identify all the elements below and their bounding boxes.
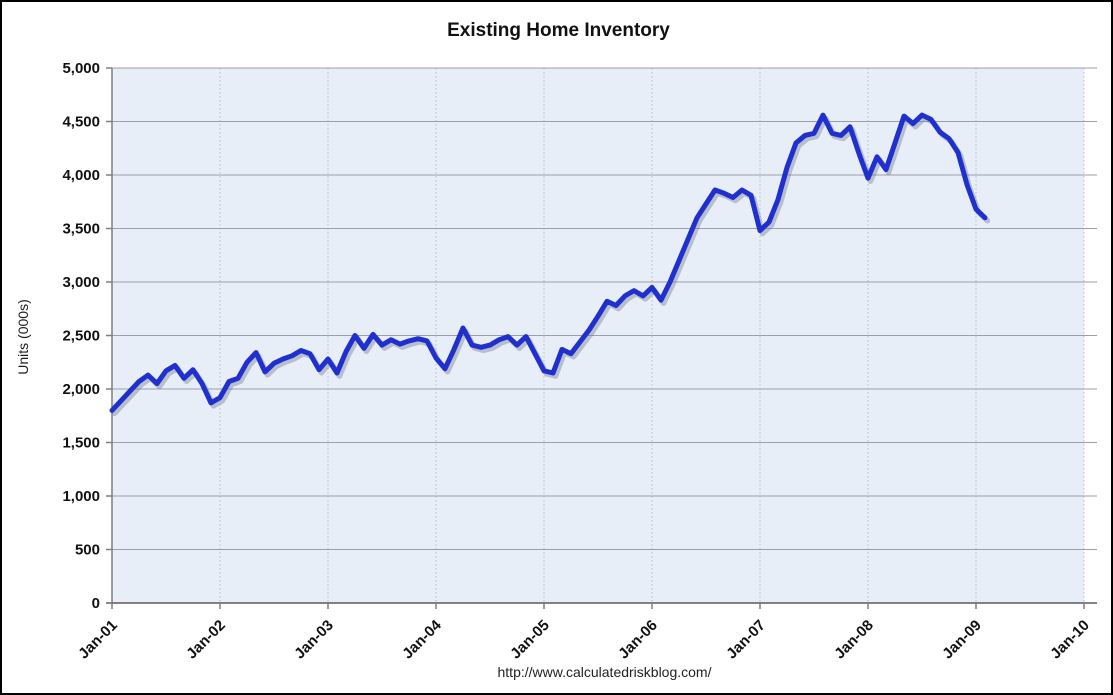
y-tick-label: 2,500 [62, 328, 100, 345]
x-tick-label: Jan-03 [291, 617, 337, 663]
y-tick-label: 500 [75, 542, 100, 559]
y-tick-label: 3,500 [62, 221, 100, 238]
x-tick-label: Jan-09 [939, 617, 985, 663]
x-tick-label: Jan-08 [831, 617, 877, 663]
x-tick-label: Jan-06 [615, 617, 661, 663]
x-tick-label: Jan-10 [1047, 617, 1093, 663]
chart-title: Existing Home Inventory [447, 20, 670, 41]
h-gridlines [112, 67, 1097, 550]
y-tick-label: 3,000 [62, 274, 100, 291]
y-tick-label: 2,000 [62, 381, 100, 398]
x-tick-label: Jan-04 [399, 616, 445, 662]
y-tick-label: 0 [92, 595, 100, 612]
x-tick-label: Jan-07 [723, 617, 769, 663]
inventory-line [109, 112, 988, 413]
source-url: http://www.calculatedriskblog.com/ [497, 664, 712, 680]
x-tick-labels: Jan-01 Jan-02 Jan-03 Jan-04 Jan-05 Jan-06 Jan-… [75, 616, 1093, 662]
y-tick-label: 1,000 [62, 488, 100, 505]
y-tick-label: 5,000 [62, 60, 100, 77]
y-tick-label: 4,000 [62, 167, 100, 184]
y-tick-label: 4,500 [62, 114, 100, 131]
x-tick-label: Jan-05 [507, 617, 553, 663]
tick-marks [106, 67, 1085, 609]
y-axis-title: Units (000s) [15, 299, 31, 375]
x-tick-label: Jan-01 [75, 617, 121, 663]
y-tick-labels: 0 500 1,000 1,500 2,000 2,500 3,000 3,500 4,000 4… [62, 60, 100, 612]
x-tick-label: Jan-02 [183, 617, 229, 663]
y-tick-label: 1,500 [62, 435, 100, 452]
